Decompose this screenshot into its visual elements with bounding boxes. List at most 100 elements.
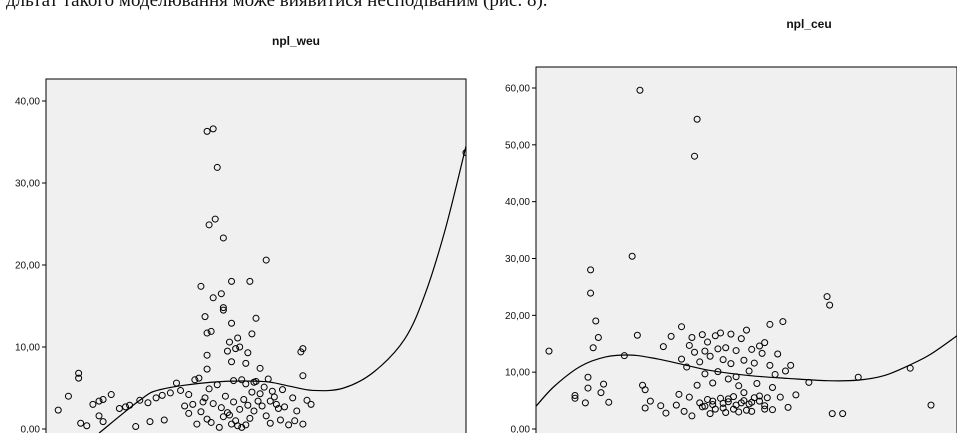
data-point [248, 330, 256, 338]
data-point [685, 393, 693, 401]
data-point [230, 377, 238, 385]
data-point [191, 376, 199, 384]
data-point [706, 352, 714, 360]
data-point [758, 349, 766, 357]
data-point [99, 418, 107, 426]
data-point [755, 392, 763, 400]
data-point [584, 373, 592, 381]
data-point [242, 359, 250, 367]
data-point [722, 344, 730, 352]
data-point [784, 403, 792, 411]
data-point [107, 391, 115, 399]
data-point [219, 234, 227, 242]
data-point [641, 404, 649, 412]
data-point [172, 379, 180, 387]
data-point [242, 380, 250, 388]
data-point [805, 378, 813, 386]
data-point [89, 400, 97, 408]
data-point [698, 403, 706, 411]
y-tick-label: 30,00 [505, 254, 530, 265]
data-point [589, 344, 597, 352]
data-point [223, 409, 231, 417]
data-point [285, 421, 293, 429]
data-point [266, 397, 274, 405]
data-point [678, 323, 686, 331]
data-point [714, 368, 722, 376]
data-point [761, 405, 769, 413]
data-point [166, 389, 174, 397]
data-point [209, 294, 217, 302]
data-point [158, 391, 166, 399]
data-point [761, 402, 769, 410]
data-point [242, 421, 250, 429]
data-point [620, 352, 628, 360]
data-point [185, 409, 193, 417]
data-point [641, 386, 649, 394]
data-point [299, 372, 307, 380]
data-point [126, 401, 134, 409]
plot-area-npl-weu [45, 78, 467, 433]
data-point [667, 332, 675, 340]
data-point [203, 127, 211, 135]
data-point [740, 356, 748, 364]
data-point [743, 406, 750, 414]
data-point [675, 390, 683, 398]
points-group-npl-ceu [545, 86, 935, 420]
data-point [740, 389, 748, 397]
chart-title-npl-weu: npl_weu [272, 34, 320, 48]
data-point [657, 402, 665, 410]
data-point [152, 394, 160, 402]
data-point [207, 418, 215, 426]
data-point [64, 392, 72, 400]
data-point [691, 348, 699, 356]
data-point [545, 347, 553, 355]
data-point [160, 416, 168, 424]
data-point [698, 331, 706, 339]
data-point [230, 398, 238, 406]
data-point [906, 364, 914, 372]
data-point [571, 391, 579, 399]
data-point [688, 412, 696, 420]
y-tick-label: 10,00 [15, 343, 40, 354]
points-group-npl-weu [54, 125, 466, 431]
data-point [743, 326, 750, 334]
data-point [732, 401, 740, 409]
data-point [252, 314, 260, 322]
data-point [768, 384, 776, 392]
fit-curve [98, 145, 466, 433]
plot-area-npl-ceu [535, 66, 957, 433]
data-point [462, 149, 466, 157]
data-point [776, 393, 784, 401]
data-point [299, 345, 307, 353]
data-point [213, 163, 221, 171]
data-point [254, 397, 262, 405]
data-point [279, 386, 287, 394]
data-point [146, 418, 154, 426]
data-point [244, 401, 252, 409]
data-point [594, 333, 602, 341]
data-point [701, 347, 709, 355]
data-point [755, 397, 763, 405]
data-point [209, 125, 217, 133]
data-point [600, 380, 608, 388]
data-point [199, 398, 207, 406]
data-point [724, 395, 732, 403]
data-point [766, 361, 774, 369]
data-point [745, 367, 753, 375]
data-point [203, 365, 211, 373]
data-point [737, 335, 745, 343]
data-point [225, 338, 233, 346]
data-point [696, 358, 704, 366]
data-point [250, 378, 258, 386]
data-point [234, 334, 242, 342]
data-point [236, 343, 244, 351]
y-axis-npl-weu: 0,00 10,00 20,00 30,00 40,00 [15, 97, 46, 433]
data-point [766, 320, 774, 328]
chart-npl-ceu: npl_ceu 0,00 10,00 20,00 30,00 40,00 50,00 60,… [505, 17, 957, 433]
y-tick-label: 20,00 [505, 311, 530, 322]
data-point [211, 215, 219, 223]
data-point [219, 304, 227, 312]
data-point [221, 392, 229, 400]
data-point [691, 152, 699, 160]
